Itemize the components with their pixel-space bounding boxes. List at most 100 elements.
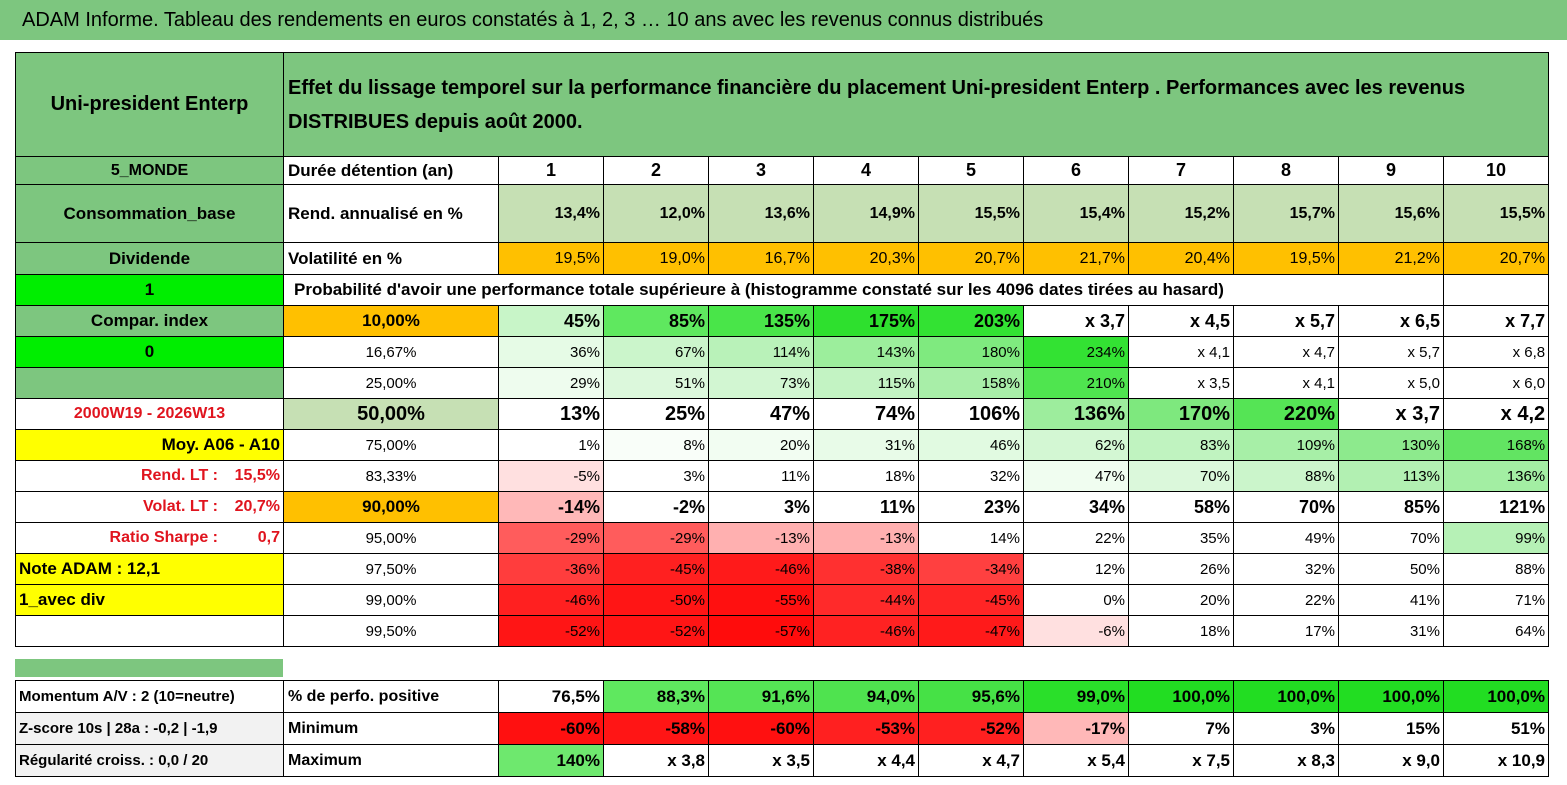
prob-cell: 109% [1233, 429, 1339, 461]
prob-cell: -13% [708, 522, 814, 554]
vol-cell: 21,7% [1023, 242, 1129, 275]
summary-label: % de perfo. positive [283, 680, 499, 713]
header-row: Uni-president Enterp Effet du lissage te… [15, 52, 1550, 157]
prob-cell: x 6,8 [1442, 336, 1550, 368]
prob-cell: 20% [1128, 584, 1234, 616]
sharpe-ratio-label: Ratio Sharpe : [109, 529, 218, 546]
prob-threshold: 10,00% [283, 305, 499, 337]
prob-cell: -14% [498, 491, 604, 523]
prob-threshold: 95,00% [283, 522, 499, 554]
vol-cell: 20,7% [1442, 242, 1550, 275]
summary-cell: 95,6% [918, 680, 1024, 713]
prob-cell: 51% [603, 367, 709, 399]
summary-cell: x 10,9 [1443, 744, 1549, 777]
summary-side: Régularité croiss. : 0,0 / 20 [15, 744, 284, 777]
rend-cell: 12,0% [603, 184, 709, 243]
prob-cell: -52% [603, 615, 709, 647]
prob-cell: 35% [1128, 522, 1234, 554]
prob-cell: 32% [1233, 553, 1339, 585]
prob-cell: 13% [498, 398, 604, 430]
prob-cell: x 3,5 [1128, 367, 1234, 399]
prob-body: Compar. index 10,00% 45% 85% 135% 175% 203% x 3… [15, 305, 1550, 647]
summary-row: Z-score 10s | 28a : -0,2 | -1,9 Minimum -6… [15, 712, 1549, 745]
prob-cell: 136% [1442, 460, 1550, 492]
prob-cell: 83% [1128, 429, 1234, 461]
prob-cell: x 5,7 [1338, 336, 1444, 368]
vol-cell: 16,7% [708, 242, 814, 275]
summary-body: Momentum A/V : 2 (10=neutre)% de perfo. … [15, 680, 1549, 777]
prob-cell: 62% [1023, 429, 1129, 461]
summary-cell: 3% [1233, 712, 1339, 745]
rend-cell: 15,2% [1128, 184, 1234, 243]
prob-cell: 45% [498, 305, 604, 337]
prob-cell: 210% [1023, 367, 1129, 399]
prob-cell: -29% [603, 522, 709, 554]
prob-cell: 67% [603, 336, 709, 368]
prob-cell: 113% [1338, 460, 1444, 492]
prob-cell: 88% [1233, 460, 1339, 492]
prob-cell: 8% [603, 429, 709, 461]
prob-cell: 14% [918, 522, 1024, 554]
prob-threshold: 99,00% [283, 584, 499, 616]
summary-cell: x 4,7 [918, 744, 1024, 777]
rend-cell: 13,6% [708, 184, 814, 243]
rend-lt-value: 15,5% [234, 467, 280, 484]
prob-cell: 175% [813, 305, 919, 337]
header-text: Effet du lissage temporel sur la perform… [282, 52, 1550, 157]
summary-row: Momentum A/V : 2 (10=neutre)% de perfo. … [15, 680, 1549, 713]
vol-cell: 19,5% [1233, 242, 1339, 275]
prob-cell: 115% [813, 367, 919, 399]
rend-lt: Rend. LT : 15,5% [15, 460, 284, 492]
rend-cell: 13,4% [498, 184, 604, 243]
prob-title-row: 1 Probabilité d'avoir une performance to… [15, 274, 1550, 306]
summary-cell: x 3,5 [708, 744, 814, 777]
summary-cell: -53% [813, 712, 919, 745]
volat-lt-label: Volat. LT : [143, 498, 218, 515]
performance-table: Uni-president Enterp Effet du lissage te… [15, 52, 1550, 647]
prob-cell: 22% [1023, 522, 1129, 554]
prob-threshold: 83,33% [283, 460, 499, 492]
prob-cell: -46% [813, 615, 919, 647]
year-3: 3 [708, 156, 814, 185]
prob-cell: 85% [603, 305, 709, 337]
prob-cell: 17% [1233, 615, 1339, 647]
prob-cell: 18% [813, 460, 919, 492]
prob-row: 25,00% 29% 51% 73% 115% 158% 210% x 3,5 x 4,1 x 5… [15, 367, 1550, 399]
prob-cell: 88% [1442, 553, 1550, 585]
prob-cell: 136% [1023, 398, 1129, 430]
summary-cell: 51% [1443, 712, 1549, 745]
flag-1: 1 [15, 274, 284, 306]
prob-threshold: 25,00% [283, 367, 499, 399]
summary-cell: 91,6% [708, 680, 814, 713]
prob-cell: -6% [1023, 615, 1129, 647]
year-1: 1 [498, 156, 604, 185]
prob-cell: 70% [1128, 460, 1234, 492]
year-10: 10 [1442, 156, 1550, 185]
prob-cell: -36% [498, 553, 604, 585]
prob-cell: 1% [498, 429, 604, 461]
summary-side: Z-score 10s | 28a : -0,2 | -1,9 [15, 712, 284, 745]
prob-cell: x 6,5 [1338, 305, 1444, 337]
prob-threshold: 50,00% [283, 398, 499, 430]
prob-cell: -46% [498, 584, 604, 616]
prob-cell: 12% [1023, 553, 1129, 585]
prob-cell: x 4,2 [1442, 398, 1550, 430]
rend-cell: 14,9% [813, 184, 919, 243]
prob-row: 1_avec div 99,00% -46% -50% -55% -44% -45% 0% 20… [15, 584, 1550, 616]
vol-cell: 20,3% [813, 242, 919, 275]
summary-cell: 100,0% [1338, 680, 1444, 713]
rend-cell: 15,5% [1442, 184, 1550, 243]
prob-cell: -44% [813, 584, 919, 616]
prob-threshold: 99,50% [283, 615, 499, 647]
prob-cell: 47% [708, 398, 814, 430]
year-2: 2 [603, 156, 709, 185]
rend-cell: 15,6% [1338, 184, 1444, 243]
prob-cell: 203% [918, 305, 1024, 337]
summary-cell: 140% [498, 744, 604, 777]
summary-cell: 76,5% [498, 680, 604, 713]
prob-cell: -52% [498, 615, 604, 647]
prob-title: Probabilité d'avoir une performance tota… [283, 274, 1444, 306]
year-9: 9 [1338, 156, 1444, 185]
prob-cell: 3% [603, 460, 709, 492]
prob-cell: 50% [1338, 553, 1444, 585]
